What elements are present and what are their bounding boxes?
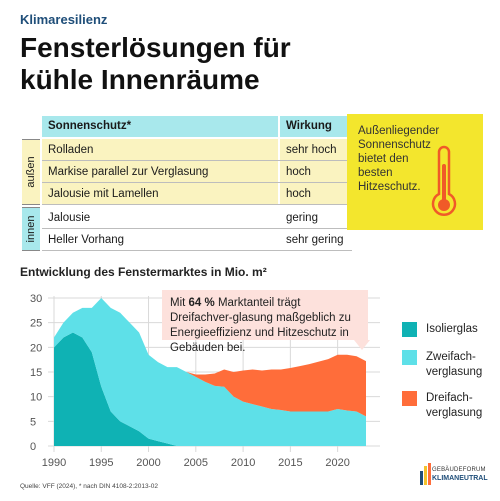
hint-text: Außenliegender Sonnenschutz bietet den b… <box>358 125 440 193</box>
col-header-protection: Sonnenschutz* <box>42 116 278 137</box>
table-row: Rolladen sehr hoch <box>42 139 352 161</box>
legend-swatch <box>402 391 417 406</box>
x-tick-label: 1995 <box>89 457 113 469</box>
y-tick-label: 0 <box>30 441 36 453</box>
x-tick-label: 2020 <box>325 457 349 469</box>
x-tick-label: 2010 <box>231 457 255 469</box>
x-tick-label: 2015 <box>278 457 302 469</box>
y-tick-label: 30 <box>30 293 42 305</box>
table-row: Heller Vorhang sehr gering <box>42 229 352 251</box>
logo: GEBÄUDEFORUM KLIMANEUTRAL <box>420 463 495 487</box>
y-tick-label: 10 <box>30 392 42 404</box>
y-tick-label: 20 <box>30 342 42 354</box>
thermometer-icon <box>431 145 457 217</box>
logo-icon <box>420 463 431 485</box>
chart-title: Entwicklung des Fenstermarktes in Mio. m… <box>20 265 267 279</box>
x-tick-label: 2005 <box>184 457 208 469</box>
hint-box: Außenliegender Sonnenschutz bietet den b… <box>347 114 483 230</box>
legend-swatch <box>402 350 417 365</box>
table-row: Jalousie gering <box>42 207 352 229</box>
group-label-inside: innen <box>22 207 40 251</box>
x-tick-label: 1990 <box>42 457 66 469</box>
table-row: Markise parallel zur Verglasung hoch <box>42 161 352 183</box>
table-row: Jalousie mit Lamellen hoch <box>42 183 352 205</box>
outside-row-band-effect <box>280 139 352 205</box>
legend-swatch <box>402 322 417 337</box>
area-series-2 <box>54 298 366 417</box>
outside-row-band <box>42 139 278 205</box>
kicker: Klimaresilienz <box>20 12 108 27</box>
col-header-effect: Wirkung <box>280 116 352 137</box>
callout-pointer <box>354 340 370 350</box>
y-tick-label: 5 <box>30 416 36 428</box>
y-tick-label: 25 <box>30 318 42 330</box>
area-series-1 <box>54 298 366 446</box>
callout: Mit 64 % Marktanteil trägt Dreifachver-g… <box>162 290 368 354</box>
source-note: Quelle: VFF (2024), * nach DIN 4108-2:20… <box>20 483 159 490</box>
x-tick-label: 2000 <box>136 457 160 469</box>
group-label-outside: außen <box>22 139 40 205</box>
page-title: Fensterlösungen für kühle Innenräume <box>20 32 291 95</box>
area-series-0 <box>54 332 366 446</box>
y-tick-label: 15 <box>30 367 42 379</box>
